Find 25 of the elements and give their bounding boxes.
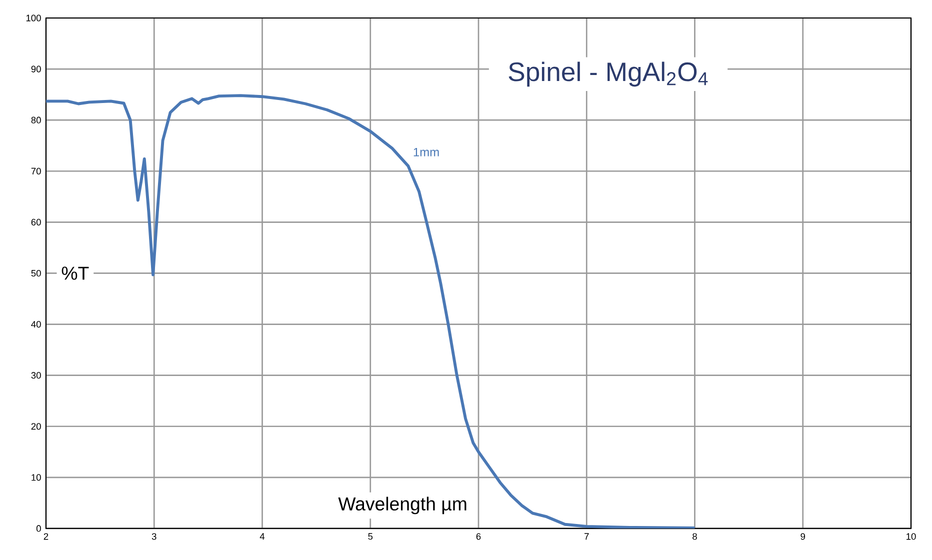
x-tick-label: 7 (584, 532, 589, 540)
y-tick-label: 20 (31, 422, 41, 430)
x-tick-label: 4 (260, 532, 265, 540)
y-tick-label: 80 (31, 116, 41, 124)
text: Spinel - MgAl$_{2}$O$_{4}$ (508, 62, 708, 86)
x-tick-label: 2 (44, 532, 48, 540)
y-tick-label: 70 (31, 168, 41, 174)
x-tick-label: 8 (692, 532, 697, 540)
y-tick-label: 10 (32, 474, 41, 480)
x-tick-label: 10 (906, 532, 916, 540)
x-tick-label: 9 (800, 532, 806, 540)
y-tick-label: 30 (31, 372, 41, 378)
x-tick-label: 6 (476, 532, 481, 540)
y-tick-label: 40 (31, 320, 41, 328)
y-tick-label: 60 (31, 218, 41, 226)
x-tick-label: 5 (368, 532, 373, 540)
y-tick-label: 0 (36, 524, 41, 532)
x-axis-title: Wavelength µm (338, 496, 466, 514)
series-label: 1mm (414, 148, 439, 156)
y-tick-label: 100 (26, 14, 41, 22)
y-tick-label: 50 (31, 270, 41, 276)
y-tick-label: 90 (31, 66, 41, 72)
x-tick-label: 3 (152, 532, 156, 540)
line-series (46, 94, 696, 528)
y-axis-title: %T (62, 266, 89, 280)
